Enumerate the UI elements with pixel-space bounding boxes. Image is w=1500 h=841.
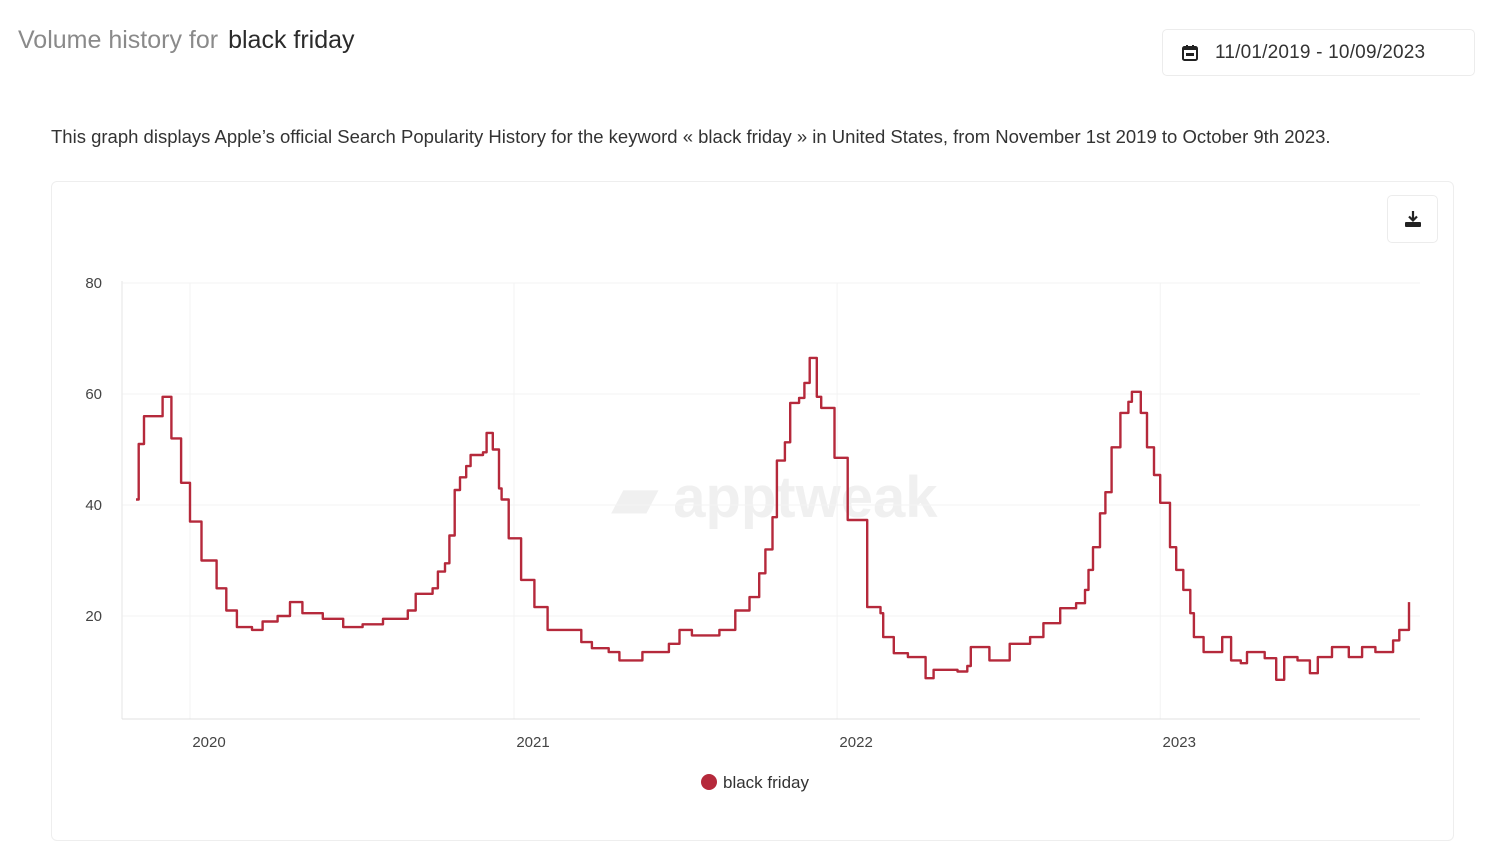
- date-range-value: 11/01/2019 - 10/09/2023: [1215, 42, 1425, 64]
- download-button[interactable]: [1387, 195, 1438, 243]
- download-icon: [1403, 209, 1423, 229]
- page-title: Volume history for black friday: [18, 26, 355, 55]
- calendar-icon: [1181, 44, 1199, 62]
- date-range-picker[interactable]: 11/01/2019 - 10/09/2023: [1162, 29, 1475, 76]
- chart-card: [51, 181, 1454, 841]
- title-prefix: Volume history for: [18, 26, 218, 54]
- chart-description: This graph displays Apple’s official Sea…: [51, 126, 1331, 148]
- title-keyword: black friday: [228, 26, 354, 54]
